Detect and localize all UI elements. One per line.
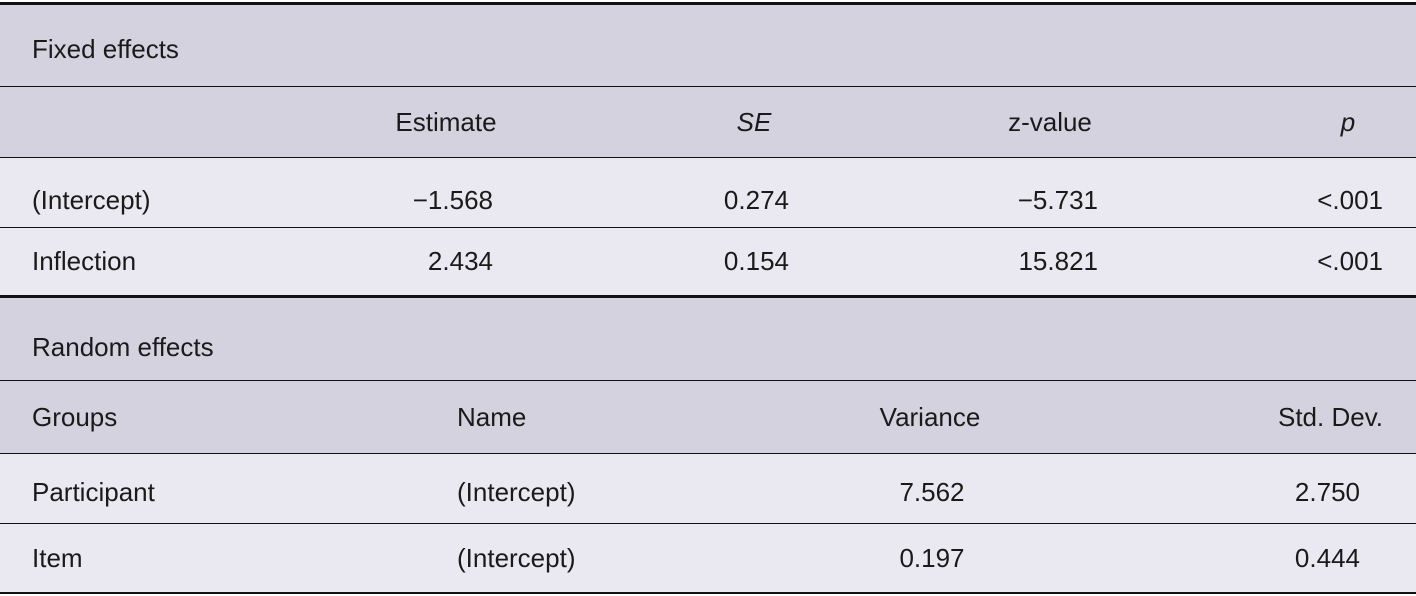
table-cell: (Intercept) (32, 185, 151, 215)
rule (0, 227, 1416, 228)
table-cell: 2.750 (1294, 477, 1360, 507)
column-header: Std. Dev. (1277, 402, 1383, 432)
rule (0, 157, 1416, 158)
column-header: Estimate (395, 107, 497, 137)
column-header: z-value (1008, 107, 1092, 137)
row-band (0, 228, 1416, 295)
table-cell: 0.274 (723, 185, 789, 215)
table-cell: Participant (32, 477, 155, 507)
row-band (0, 158, 1416, 227)
table-cell: −1.568 (412, 185, 493, 215)
section-band (0, 298, 1416, 380)
header-band (0, 381, 1416, 453)
table-cell: 15.821 (1018, 246, 1098, 276)
section-title: Fixed effects (32, 34, 179, 64)
table-cell: 7.562 (899, 477, 965, 507)
row-band (0, 524, 1416, 592)
table-cell: 0.154 (723, 246, 789, 276)
table-cell: <.001 (1317, 246, 1383, 276)
table-cell: <.001 (1317, 185, 1383, 215)
rule (0, 86, 1416, 87)
table-cell: 0.197 (899, 543, 965, 573)
rule (0, 2, 1416, 5)
rule (0, 592, 1416, 594)
table-cell: Inflection (32, 246, 137, 276)
header-band (0, 87, 1416, 157)
column-header: p (1340, 107, 1356, 137)
row-band (0, 454, 1416, 523)
rule (0, 523, 1416, 524)
section-title: Random effects (32, 332, 214, 362)
rule (0, 453, 1416, 454)
table-cell: −5.731 (1017, 185, 1098, 215)
table-cell: 0.444 (1294, 543, 1360, 573)
table-cell: 2.434 (427, 246, 493, 276)
section-band (0, 5, 1416, 86)
table-cell: (Intercept) (457, 477, 576, 507)
column-header: Variance (879, 402, 981, 432)
column-header: Groups (32, 402, 118, 432)
rule (0, 380, 1416, 381)
column-header: Name (457, 402, 527, 432)
column-header: SE (736, 107, 772, 137)
table-cell: Item (32, 543, 83, 573)
table-cell: (Intercept) (457, 543, 576, 573)
rule (0, 295, 1416, 298)
